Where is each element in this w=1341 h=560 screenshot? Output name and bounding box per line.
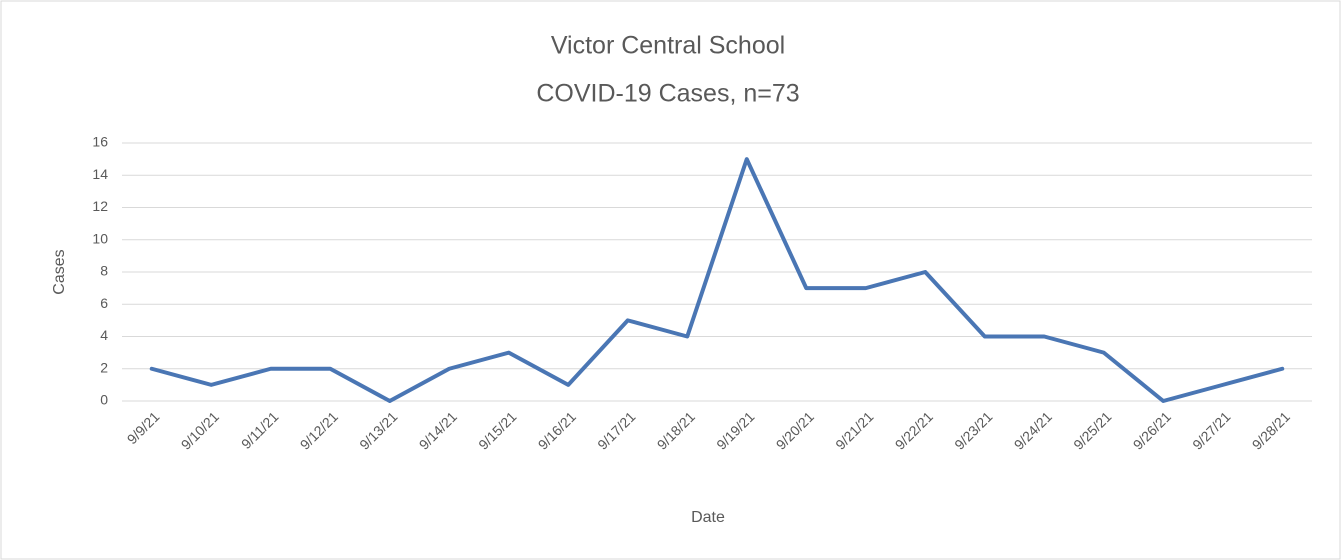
y-tick-label: 14 <box>92 166 108 182</box>
y-tick-label: 12 <box>92 198 108 214</box>
y-tick-label: 0 <box>100 392 108 408</box>
y-tick-label: 8 <box>100 263 108 279</box>
y-tick-label: 16 <box>92 134 108 150</box>
data-line <box>149 157 1285 403</box>
x-axis-label: Date <box>691 509 725 526</box>
y-tick-label: 2 <box>100 359 108 375</box>
y-tick-label: 4 <box>100 327 108 343</box>
y-tick-label: 6 <box>100 295 108 311</box>
chart-title: COVID-19 Cases, n=73 <box>536 80 799 108</box>
y-axis-label: Cases <box>51 249 68 294</box>
y-tick-label: 10 <box>92 230 108 246</box>
chart-title: Victor Central School <box>551 32 785 60</box>
